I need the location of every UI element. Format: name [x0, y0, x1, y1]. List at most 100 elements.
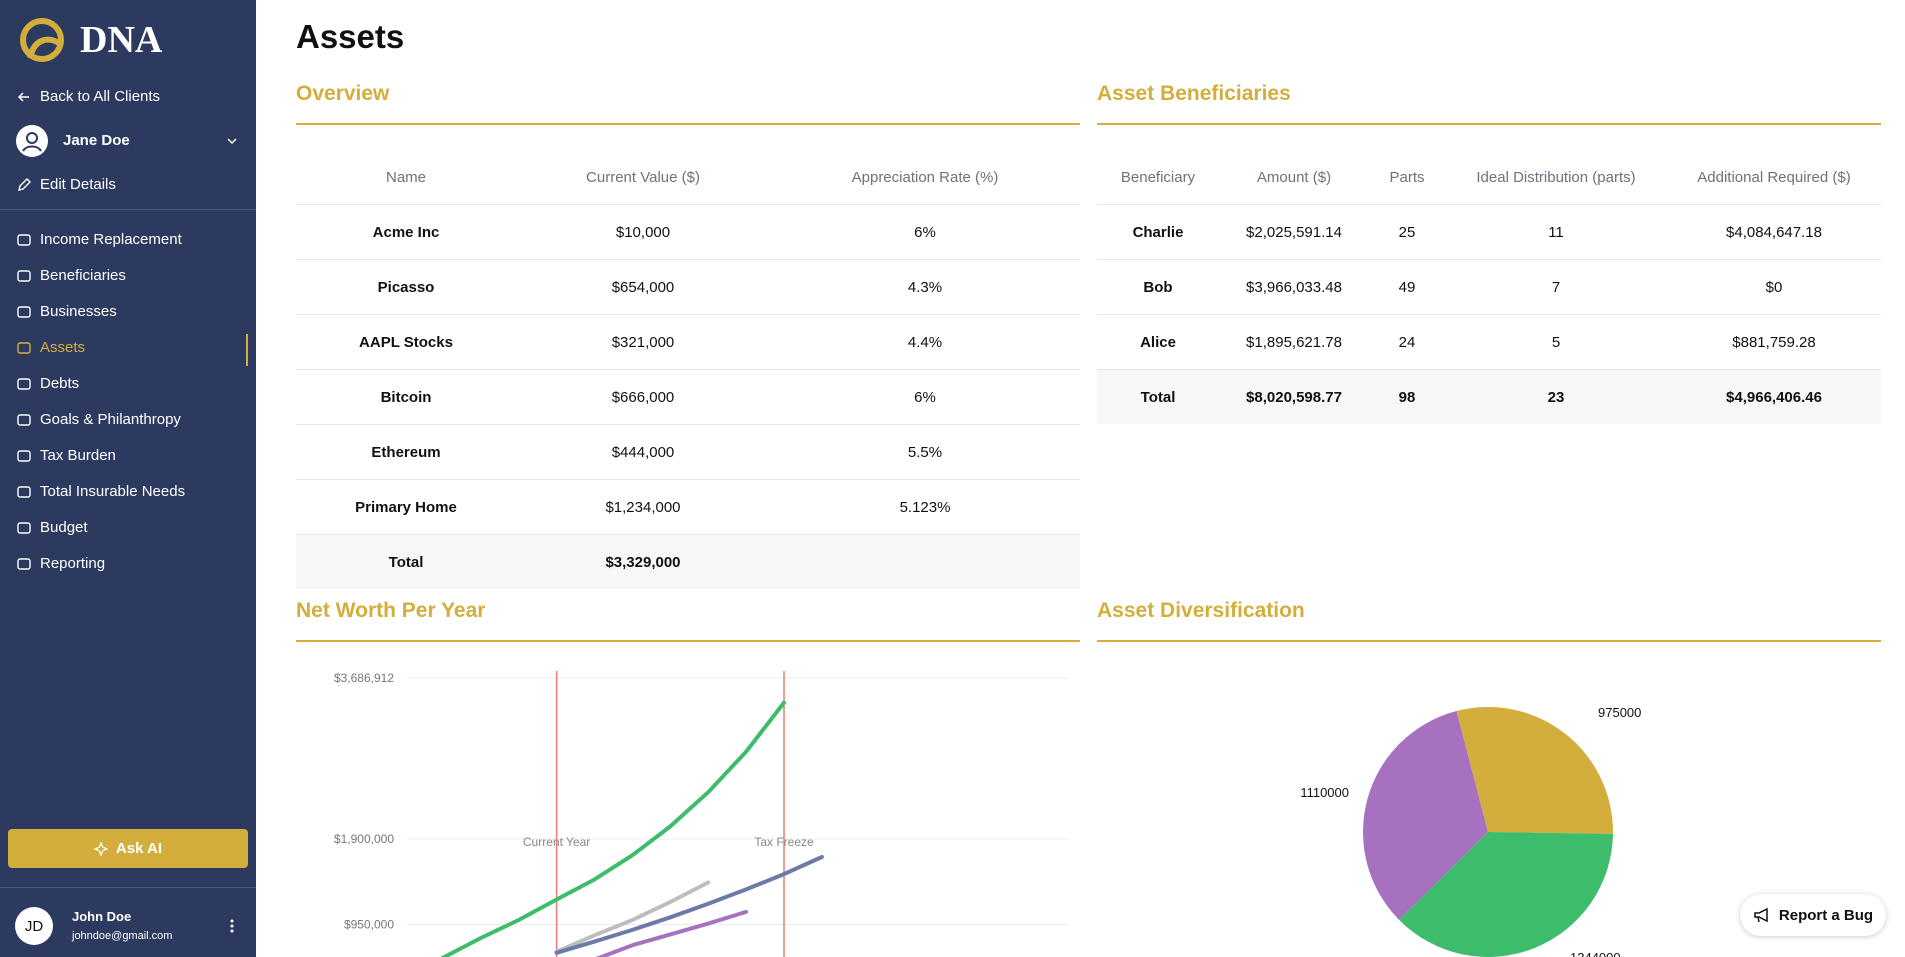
back-link[interactable]: Back to All Clients: [16, 88, 160, 105]
icon: [17, 413, 31, 426]
menu-text: Reporting: [40, 555, 106, 572]
column-header: Amount ($): [1219, 150, 1369, 205]
icon: [17, 557, 31, 570]
logo-text: DNA: [80, 19, 163, 61]
cell: Bob: [1097, 259, 1219, 315]
cell: 5.5%: [770, 424, 1080, 480]
pie-slice: [1363, 711, 1488, 920]
cell: $321,000: [516, 314, 770, 370]
pie-slice: [1399, 832, 1613, 957]
menu-item[interactable]: Reporting: [16, 555, 105, 572]
menu-item[interactable]: Debts: [16, 375, 79, 392]
menu-item[interactable]: Budget: [16, 519, 88, 536]
icon-shape: [17, 269, 31, 282]
menu-text: Income Replacement: [40, 231, 182, 248]
header-row: Beneficiary Amount ($) Parts Ideal Distribu…: [1097, 150, 1881, 205]
menu-item[interactable]: Businesses: [16, 303, 117, 320]
table-row: Bitcoin $666,000 6%: [296, 369, 1080, 425]
icon: [17, 449, 31, 462]
table-row: Acme Inc $10,000 6%: [296, 204, 1080, 260]
menu-text: Budget: [40, 519, 88, 536]
ask-ai-button[interactable]: Ask AI: [8, 829, 248, 868]
chevron[interactable]: [226, 135, 238, 147]
icon: [17, 305, 31, 318]
edit-text: Edit Details: [40, 176, 116, 193]
menu-item[interactable]: Income Replacement: [16, 231, 182, 248]
icon-shape: [17, 449, 31, 462]
cell: $3,329,000: [516, 534, 770, 589]
menu-item[interactable]: Beneficiaries: [16, 267, 126, 284]
cell: 98: [1369, 369, 1445, 424]
cell: Primary Home: [296, 479, 516, 535]
client-avatar: [16, 125, 48, 157]
y-tick-label: $1,900,000: [334, 832, 394, 846]
cell: $881,759.28: [1667, 314, 1881, 370]
slice-label: 1110000: [1300, 785, 1349, 800]
plot: [441, 671, 824, 957]
cell: Picasso: [296, 259, 516, 315]
active-indicator: [246, 334, 248, 366]
cell: 4.3%: [770, 259, 1080, 315]
cell: 11: [1445, 204, 1667, 260]
user-menu[interactable]: [226, 917, 238, 935]
menu-item[interactable]: Tax Burden: [16, 447, 116, 464]
cell: 7: [1445, 259, 1667, 315]
menu-text: Tax Burden: [40, 447, 116, 464]
menu-item[interactable]: Total Insurable Needs: [16, 483, 185, 500]
section-title: Net Worth Per Year: [296, 599, 486, 622]
menu-text: Goals & Philanthropy: [40, 411, 181, 428]
table-row: Bob $3,966,033.48 49 7 $0: [1097, 259, 1881, 315]
menu-item[interactable]: Assets: [16, 339, 85, 356]
beneficiaries-table: Beneficiary Amount ($) Parts Ideal Distribu…: [1097, 150, 1881, 424]
icon-shape: [17, 521, 31, 534]
divider: [0, 887, 256, 888]
icon: [17, 91, 29, 102]
client-name[interactable]: Jane Doe: [63, 132, 130, 149]
cell: 5.123%: [770, 479, 1080, 535]
icon-shape: [17, 233, 31, 246]
table-row: Primary Home $1,234,000 5.123%: [296, 479, 1080, 535]
cell: 6%: [770, 204, 1080, 260]
cell: 5: [1445, 314, 1667, 370]
section-title: Asset Beneficiaries: [1097, 82, 1291, 105]
icon: [17, 341, 31, 354]
icon-shape: [17, 485, 31, 498]
section-rule: [1097, 640, 1881, 642]
annotation-label: Tax Freeze: [754, 835, 814, 849]
y-tick-label: $3,686,912: [334, 671, 394, 685]
menu-item[interactable]: Goals & Philanthropy: [16, 411, 181, 428]
column-header: Current Value ($): [516, 150, 770, 205]
cell: $2,025,591.14: [1219, 204, 1369, 260]
cell: Alice: [1097, 314, 1219, 370]
cell: $8,020,598.77: [1219, 369, 1369, 424]
menu-text: Debts: [40, 375, 80, 392]
report-bug-button[interactable]: Report a Bug: [1740, 894, 1886, 936]
icon: [17, 377, 31, 390]
icon: [17, 521, 31, 534]
icon-shape: [17, 557, 31, 570]
table-row: AAPL Stocks $321,000 4.4%: [296, 314, 1080, 370]
cell: 6%: [770, 369, 1080, 425]
menu-text: Businesses: [40, 303, 117, 320]
cell: $654,000: [516, 259, 770, 315]
cell: $4,966,406.46: [1667, 369, 1881, 424]
annotation-label: Current Year: [523, 835, 590, 849]
total-row: Total $8,020,598.77 98 23 $4,966,406.46: [1097, 369, 1881, 424]
edit-link[interactable]: Edit Details: [16, 176, 116, 193]
cell: $444,000: [516, 424, 770, 480]
column-header: Beneficiary: [1097, 150, 1219, 205]
menu-text: Assets: [40, 339, 86, 356]
menu-text: Beneficiaries: [40, 267, 126, 284]
column-header: Ideal Distribution (parts): [1445, 150, 1667, 205]
cell: Ethereum: [296, 424, 516, 480]
slice-label: 1244000: [1570, 950, 1621, 957]
cell: Acme Inc: [296, 204, 516, 260]
cell: 49: [1369, 259, 1445, 315]
overview-table: Name Current Value ($) Appreciation Rate (…: [296, 150, 1080, 589]
user-avatar: JD: [15, 907, 53, 945]
y-tick-label: $950,000: [344, 917, 394, 931]
table-row: Ethereum $444,000 5.5%: [296, 424, 1080, 480]
icon-shape: [17, 305, 31, 318]
icon-shape: [17, 413, 31, 426]
